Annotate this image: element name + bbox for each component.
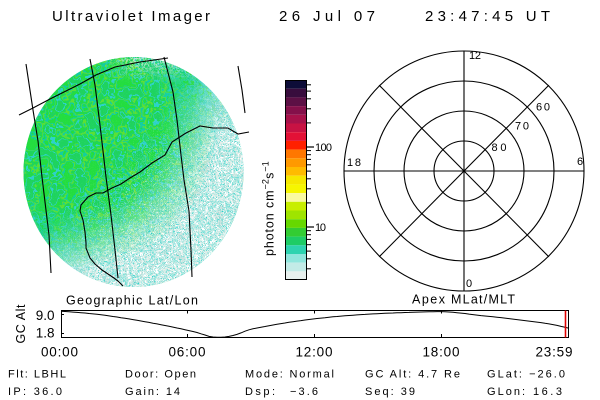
svg-text:Gain: 14: Gain: 14 bbox=[125, 386, 180, 398]
svg-text:12:00: 12:00 bbox=[296, 345, 333, 360]
svg-text:Dsp:: Dsp: bbox=[245, 386, 275, 398]
svg-text:Geographic Lat/Lon: Geographic Lat/Lon bbox=[66, 294, 198, 308]
svg-text:IP: 36.0: IP: 36.0 bbox=[8, 386, 62, 398]
svg-text:80: 80 bbox=[492, 142, 507, 154]
svg-text:GC Alt: 4.7 Re: GC Alt: 4.7 Re bbox=[365, 368, 460, 380]
svg-text:GLat: −26.0: GLat: −26.0 bbox=[487, 368, 565, 380]
svg-text:Ultraviolet Imager: Ultraviolet Imager bbox=[52, 8, 210, 25]
svg-text:Flt: LBHL: Flt: LBHL bbox=[8, 368, 66, 380]
svg-text:9.0: 9.0 bbox=[36, 308, 55, 323]
svg-text:Seq: 39: Seq: 39 bbox=[365, 386, 415, 398]
svg-text:06:00: 06:00 bbox=[169, 345, 206, 360]
svg-text:MLat/MLT: MLat/MLT bbox=[451, 293, 515, 307]
svg-text:18:00: 18:00 bbox=[423, 345, 460, 360]
svg-text:70: 70 bbox=[515, 121, 529, 133]
svg-text:00:00: 00:00 bbox=[41, 345, 78, 360]
svg-text:23:59: 23:59 bbox=[536, 345, 573, 360]
svg-text:GC Alt: GC Alt bbox=[14, 304, 28, 344]
svg-text:Door: Open: Door: Open bbox=[125, 368, 196, 380]
svg-text:0: 0 bbox=[466, 278, 472, 290]
svg-text:23:47:45 UT: 23:47:45 UT bbox=[425, 8, 550, 25]
svg-text:Apex: Apex bbox=[412, 293, 446, 307]
svg-text:Mode: Normal: Mode: Normal bbox=[245, 368, 334, 380]
svg-text:60: 60 bbox=[536, 102, 550, 114]
svg-text:−3.6: −3.6 bbox=[290, 386, 318, 398]
svg-text:100: 100 bbox=[315, 142, 332, 154]
svg-text:6: 6 bbox=[577, 156, 583, 168]
svg-text:photon cm−2s−1: photon cm−2s−1 bbox=[261, 161, 277, 256]
svg-text:1.8: 1.8 bbox=[36, 326, 55, 341]
svg-text:GLon:: GLon: bbox=[487, 386, 525, 398]
svg-text:12: 12 bbox=[469, 50, 481, 62]
svg-text:18: 18 bbox=[347, 157, 361, 169]
svg-text:10: 10 bbox=[315, 222, 326, 234]
svg-text:26 Jul 07: 26 Jul 07 bbox=[279, 8, 375, 25]
svg-text:16.3: 16.3 bbox=[533, 386, 562, 398]
